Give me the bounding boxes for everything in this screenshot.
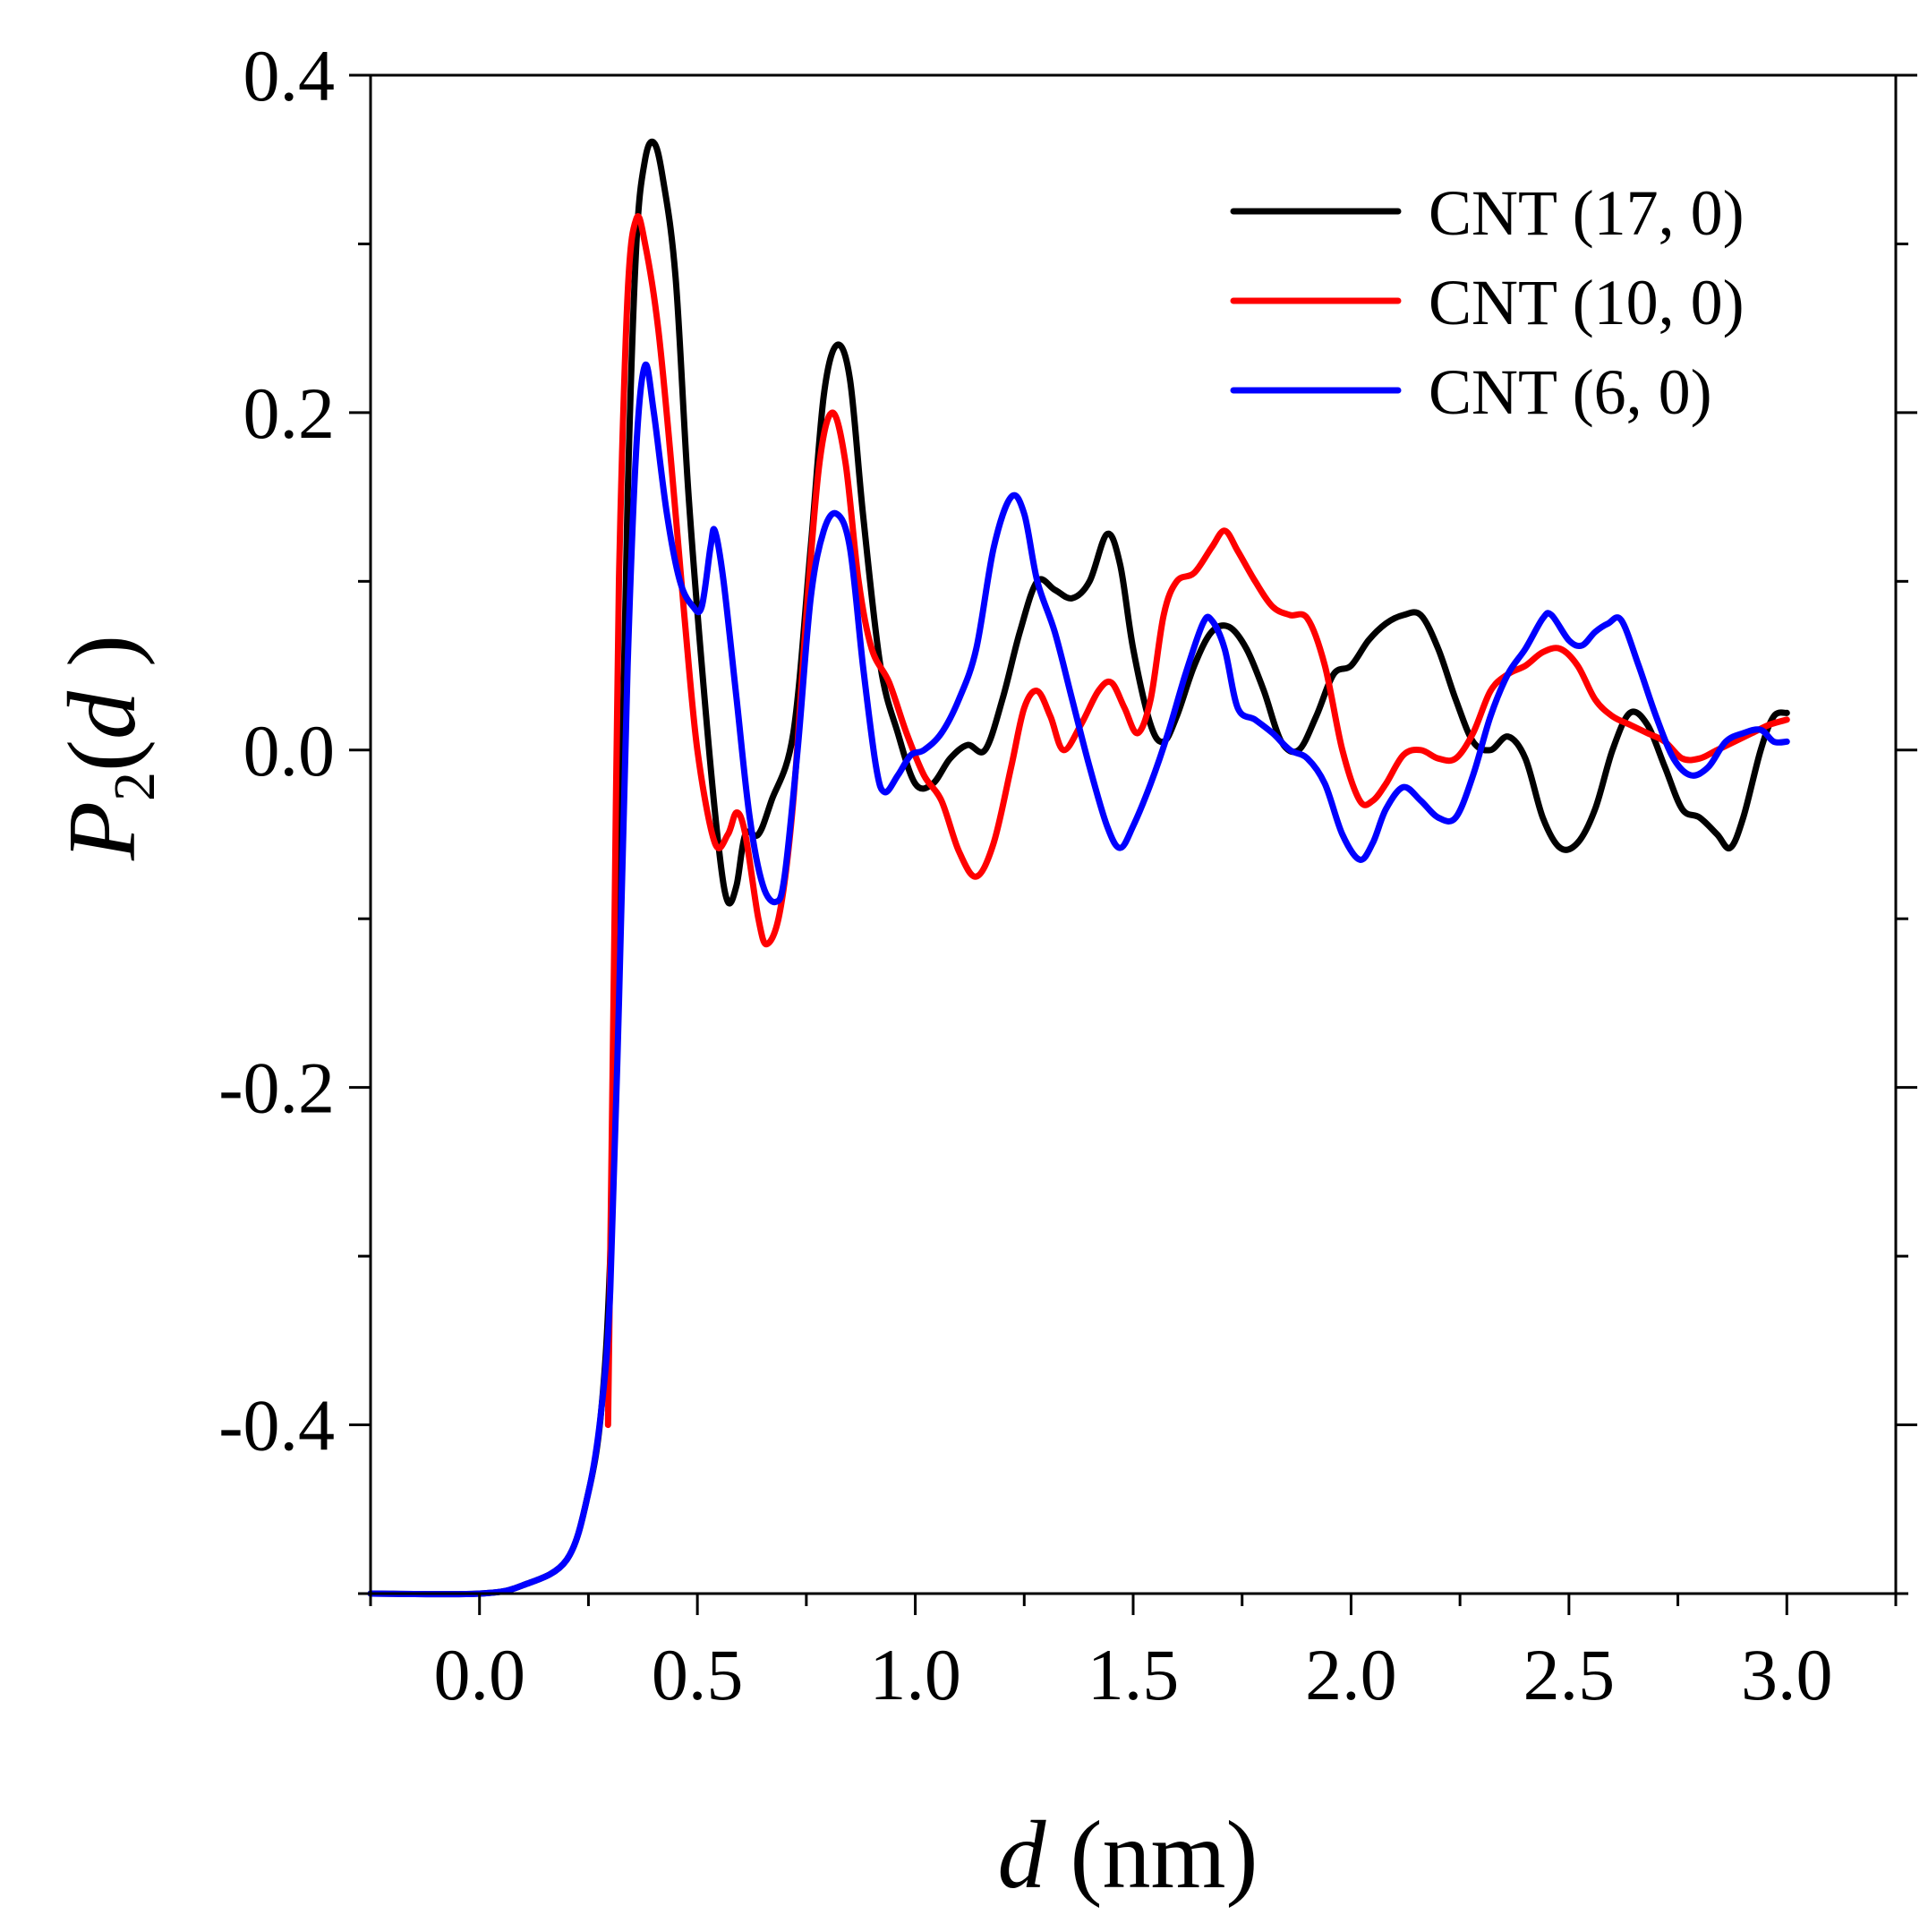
y-tick-label: 0.4 [243,35,336,116]
x-axis-title-unit: (nm) [1046,1802,1258,1909]
tick-labels: 0.0 0.5 1.0 1.5 2.0 2.5 3.0 0.4 0.2 0.0 -0.2 -0.4 [218,35,1832,1715]
y-tick-label: -0.2 [218,1047,335,1129]
y-axis-title-base: P [49,801,156,861]
y-axis-title-subscript: 2 [102,772,167,801]
series-line-3 [367,361,1790,1598]
x-tick-label: 1.0 [869,1634,961,1715]
x-tick-label: 3.0 [1741,1634,1833,1715]
legend: CNT (17, 0) CNT (10, 0) CNT (6, 0) [1230,177,1745,428]
y-axis-title-close-paren: ) [49,635,156,691]
x-tick-label: 0.0 [433,1634,525,1715]
y-axis-title: P2(d ) [49,635,167,861]
x-axis-title-variable: d [998,1802,1047,1909]
x-axis-title: d (nm) [998,1802,1258,1909]
x-tick-label: 0.5 [652,1634,744,1715]
x-tick-label: 1.5 [1088,1634,1180,1715]
y-tick-label: 0.0 [243,710,336,791]
plot-area [367,138,1790,1598]
y-axis-title-open-paren: ( [49,739,156,772]
y-tick-label: 0.2 [243,372,336,454]
legend-label-1: CNT (17, 0) [1429,177,1745,249]
legend-label-3: CNT (6, 0) [1429,356,1712,428]
series-line-2 [604,213,1790,1429]
legend-label-2: CNT (10, 0) [1429,267,1745,338]
x-tick-label: 2.0 [1305,1634,1397,1715]
y-tick-label: -0.4 [218,1385,335,1466]
x-tick-label: 2.5 [1523,1634,1616,1715]
y-axis-title-variable: d [49,690,156,739]
axis-ticks [349,73,1917,1615]
series-line-1 [367,138,1790,1598]
